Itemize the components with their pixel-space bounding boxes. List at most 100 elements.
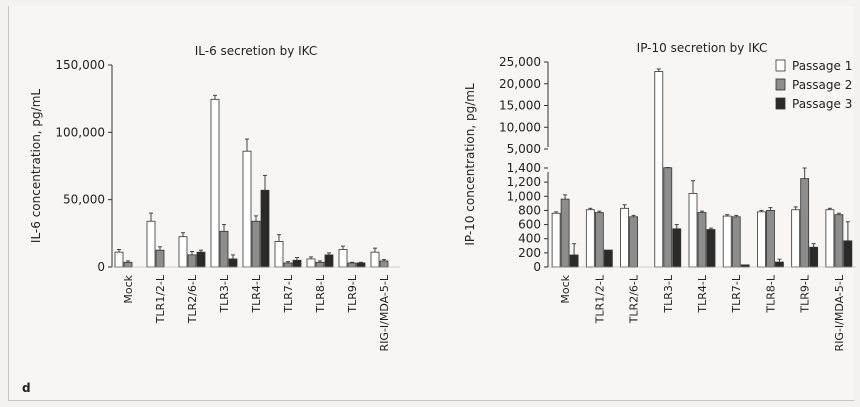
bar bbox=[654, 71, 664, 268]
panel-label: d bbox=[22, 381, 31, 395]
bar bbox=[338, 249, 348, 268]
bar bbox=[370, 251, 380, 268]
bar bbox=[569, 254, 579, 268]
y-tick-label: 20,000 bbox=[499, 77, 541, 91]
legend-swatch bbox=[775, 97, 786, 110]
legend-swatch bbox=[775, 59, 786, 72]
bar bbox=[697, 212, 707, 268]
legend-label: Passage 2 bbox=[792, 78, 852, 92]
bar bbox=[603, 249, 613, 268]
bar bbox=[379, 260, 389, 268]
bar bbox=[825, 209, 835, 268]
x-tick-label: TLR3-L bbox=[218, 274, 231, 313]
x-tick-label: TLR2/6-L bbox=[186, 274, 199, 324]
y-tick-label: 0 bbox=[97, 260, 105, 274]
bar bbox=[114, 251, 124, 268]
y-tick-label: 0 bbox=[533, 260, 541, 274]
bar bbox=[731, 216, 741, 268]
bar bbox=[283, 262, 293, 268]
bar bbox=[242, 150, 252, 268]
bar bbox=[688, 193, 698, 268]
y-tick-label: 50,000 bbox=[63, 193, 105, 207]
x-tick-label: TLR1/2-L bbox=[593, 274, 606, 324]
x-tick-label: TLR4-L bbox=[250, 274, 263, 313]
bar bbox=[585, 209, 595, 268]
x-tick-label: TLR9-L bbox=[799, 274, 812, 313]
legend-swatch bbox=[775, 78, 786, 91]
bar bbox=[178, 236, 188, 268]
legend-label: Passage 3 bbox=[792, 97, 852, 111]
x-tick-label: RIG-I/MDA-5-L bbox=[378, 274, 391, 351]
bar bbox=[706, 229, 716, 268]
bar bbox=[551, 212, 561, 268]
y-tick-label: 800 bbox=[518, 203, 541, 217]
bar bbox=[228, 258, 238, 268]
bar bbox=[722, 215, 732, 268]
bar bbox=[155, 249, 165, 268]
figure-frame bbox=[8, 6, 854, 401]
bar bbox=[843, 240, 853, 268]
x-tick-label: Mock bbox=[559, 274, 572, 303]
bar bbox=[620, 207, 629, 268]
y-tick-label: 10,000 bbox=[499, 120, 541, 134]
x-tick-label: TLR8-L bbox=[314, 274, 327, 313]
bar bbox=[766, 210, 775, 268]
y-tick-label: 1,000 bbox=[507, 189, 541, 203]
y-tick-label: 1,400 bbox=[507, 161, 541, 175]
y-tick-label: 200 bbox=[518, 246, 541, 260]
bar bbox=[775, 261, 784, 268]
y-tick-label: 600 bbox=[518, 218, 541, 232]
x-tick-label: TLR2/6-L bbox=[628, 274, 641, 324]
y-tick-label: 5,000 bbox=[507, 142, 541, 156]
bar bbox=[251, 220, 261, 268]
bar bbox=[663, 167, 673, 268]
bar bbox=[219, 230, 229, 268]
x-tick-label: TLR9-L bbox=[346, 274, 359, 313]
x-tick-label: TLR3-L bbox=[662, 274, 675, 313]
bar bbox=[672, 228, 682, 268]
bar bbox=[187, 254, 197, 268]
y-tick-label: 1,200 bbox=[507, 175, 541, 189]
bar bbox=[356, 262, 366, 268]
bar bbox=[347, 262, 357, 268]
chart-legend: Passage 1 Passage 2 Passage 3 bbox=[775, 59, 852, 111]
y-tick-label: 15,000 bbox=[499, 99, 541, 113]
x-tick-label: Mock bbox=[122, 274, 135, 303]
il6-chart: IL-6 secretion by IKC IL-6 concentration,… bbox=[29, 44, 400, 351]
bar bbox=[800, 178, 810, 268]
bar bbox=[146, 220, 156, 268]
bar bbox=[324, 254, 334, 268]
bar bbox=[629, 216, 638, 268]
bar bbox=[292, 259, 302, 268]
y-tick-label: 400 bbox=[518, 232, 541, 246]
x-tick-label: TLR8-L bbox=[764, 274, 777, 313]
x-tick-label: TLR4-L bbox=[696, 274, 709, 313]
bar bbox=[740, 264, 750, 268]
y-axis-label: IP-10 concentration, pg/mL bbox=[463, 83, 477, 246]
bar bbox=[274, 241, 284, 268]
y-tick-label: 150,000 bbox=[55, 58, 105, 72]
bar bbox=[306, 258, 316, 268]
bar bbox=[594, 212, 604, 268]
bar bbox=[834, 214, 844, 268]
y-tick-label: 100,000 bbox=[55, 125, 105, 139]
chart-title: IL-6 secretion by IKC bbox=[195, 44, 318, 58]
x-tick-label: TLR7-L bbox=[730, 274, 743, 313]
bar bbox=[260, 189, 270, 268]
x-tick-label: TLR7-L bbox=[282, 274, 295, 313]
bar bbox=[210, 98, 220, 268]
bar bbox=[757, 211, 766, 268]
y-tick-label: 25,000 bbox=[499, 55, 541, 69]
bar bbox=[791, 209, 801, 268]
bar bbox=[809, 246, 819, 268]
x-tick-label: TLR1/2-L bbox=[154, 274, 167, 324]
bar bbox=[560, 198, 570, 268]
chart-title: IP-10 secretion by IKC bbox=[637, 41, 768, 55]
x-tick-label: RIG-I/MDA-5-L bbox=[833, 274, 846, 351]
bar bbox=[196, 251, 206, 268]
legend-label: Passage 1 bbox=[792, 59, 852, 73]
ip10-chart: IP-10 secretion by IKC IP-10 concentratio… bbox=[463, 41, 856, 351]
bar bbox=[123, 261, 133, 268]
y-axis-label: IL-6 concentration, pg/mL bbox=[29, 89, 43, 243]
